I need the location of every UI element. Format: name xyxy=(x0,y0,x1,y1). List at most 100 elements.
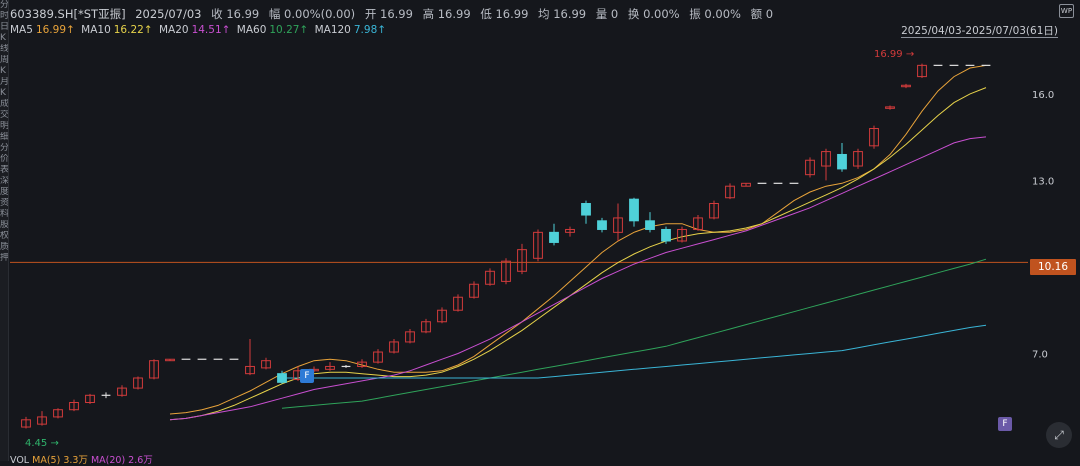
ma-line-ma10 xyxy=(169,87,987,421)
sidebar-glyph[interactable]: 日 xyxy=(0,22,8,32)
amplitude: 振 0.00% xyxy=(689,7,741,21)
sidebar-glyph[interactable]: 细 xyxy=(0,132,8,142)
ma-line-ma5 xyxy=(169,64,987,415)
sidebar-glyph[interactable]: 质 xyxy=(0,242,8,252)
ma60-value: 10.27↑ xyxy=(269,24,309,36)
candle-body xyxy=(837,153,847,170)
candle-body xyxy=(245,365,255,375)
volume: 量 0 xyxy=(595,7,619,21)
ma20-value: 14.51↑ xyxy=(191,24,231,36)
sidebar-glyph[interactable]: 深 xyxy=(0,176,8,186)
candle-body xyxy=(69,402,79,411)
candle-body xyxy=(869,128,879,147)
ma5-label: MA5 xyxy=(10,24,33,36)
candle-body xyxy=(501,260,511,282)
avg-price: 均 16.99 xyxy=(538,7,587,21)
sidebar-glyph[interactable]: 押 xyxy=(0,253,8,263)
candle-body xyxy=(517,249,527,272)
candle-body xyxy=(853,151,863,167)
current-price-tag: 10.16 xyxy=(1030,259,1076,275)
sidebar-glyph[interactable]: 时 xyxy=(0,11,8,21)
high-price: 高 16.99 xyxy=(422,7,471,21)
sidebar-glyph[interactable]: 交 xyxy=(0,110,8,120)
candle-body xyxy=(693,217,703,230)
candle-body xyxy=(85,394,95,404)
candle-body xyxy=(437,309,447,323)
candle-body xyxy=(885,106,895,109)
high-marker-label: 16.99 → xyxy=(874,49,915,60)
y-axis-tick-label: 7.0 xyxy=(1032,349,1048,360)
ma-legend: MA5 16.99↑ MA10 16.22↑ MA20 14.51↑ MA60 10.2… xyxy=(10,24,389,38)
candle-body xyxy=(357,361,367,367)
turnover: 换 0.00% xyxy=(627,7,680,21)
candle-body xyxy=(661,228,671,242)
candle-body xyxy=(805,159,815,176)
sidebar-glyph[interactable]: K xyxy=(0,33,6,43)
candle-body xyxy=(821,151,831,167)
candle-body xyxy=(725,185,735,199)
candle-body xyxy=(405,331,415,343)
ma60-label: MA60 xyxy=(236,24,267,36)
candle-body xyxy=(277,373,287,383)
sidebar-glyph[interactable]: 分 xyxy=(0,0,8,10)
ma20-label: MA20 xyxy=(158,24,189,36)
sidebar-glyph[interactable]: 度 xyxy=(0,187,8,197)
wp-icon[interactable]: WP xyxy=(1059,4,1074,18)
candle-body xyxy=(373,351,383,363)
candle-body xyxy=(21,419,31,428)
date-range-selector[interactable]: 2025/04/03-2025/07/03(61日) xyxy=(901,25,1058,38)
sidebar-glyph[interactable]: 权 xyxy=(0,231,8,241)
ma120-value: 7.98↑ xyxy=(353,24,387,36)
sidebar-glyph[interactable]: 周 xyxy=(0,55,8,65)
sidebar-glyph[interactable]: 资 xyxy=(0,198,8,208)
candle-body xyxy=(469,283,479,298)
sidebar-glyph[interactable]: 料 xyxy=(0,209,8,219)
sidebar-glyph[interactable]: 月 xyxy=(0,77,8,87)
y-axis-tick-label: 13.0 xyxy=(1032,176,1054,187)
ma10-label: MA10 xyxy=(81,24,111,36)
sidebar-glyph[interactable]: 成 xyxy=(0,99,8,109)
candle-body xyxy=(645,220,655,230)
candle-body xyxy=(709,203,719,219)
sidebar-glyph[interactable]: 明 xyxy=(0,121,8,131)
expand-icon[interactable]: ⤢ xyxy=(1046,422,1072,448)
candle-body xyxy=(149,360,159,379)
sidebar-glyph[interactable]: 表 xyxy=(0,165,8,175)
sidebar-glyph[interactable]: K xyxy=(0,66,6,76)
low-marker-label: 4.45 → xyxy=(25,438,59,449)
candle-body xyxy=(37,416,47,425)
stock-code: 603389.SH[*ST亚振] xyxy=(10,7,126,21)
candle-body xyxy=(533,231,543,259)
ma-line-ma120 xyxy=(282,324,987,379)
sidebar-glyph[interactable]: K xyxy=(0,88,6,98)
sidebar-glyph[interactable]: 价 xyxy=(0,154,8,164)
candle-body xyxy=(453,296,463,311)
f-event-badge[interactable]: F xyxy=(300,369,314,383)
candle-body xyxy=(613,217,623,233)
candle-body xyxy=(261,360,271,369)
f-event-badge-2[interactable]: F xyxy=(998,417,1012,431)
low-price: 低 16.99 xyxy=(480,7,529,21)
sidebar-glyph[interactable]: 股 xyxy=(0,220,8,230)
candle-body xyxy=(917,64,927,78)
candle-body xyxy=(565,228,575,233)
candle-body xyxy=(677,228,687,242)
candle-body xyxy=(549,231,559,243)
candle-body xyxy=(389,341,399,353)
open-price: 开 16.99 xyxy=(364,7,413,21)
close-price: 收 16.99 xyxy=(211,7,260,21)
sidebar-glyph[interactable]: 线 xyxy=(0,44,8,54)
candle-body xyxy=(629,198,639,222)
candle-body xyxy=(485,270,495,285)
candle-body xyxy=(901,84,911,88)
ma10-value: 16.22↑ xyxy=(113,24,153,36)
ma5-value: 16.99↑ xyxy=(35,24,75,36)
ma-line-ma20 xyxy=(169,136,987,421)
candle-body xyxy=(117,387,127,396)
y-axis-tick-label: 16.0 xyxy=(1032,90,1054,101)
candle-body xyxy=(421,321,431,333)
sidebar-glyph[interactable]: 分 xyxy=(0,143,8,153)
quote-header: 603389.SH[*ST亚振] 2025/07/03 收 16.99 幅 0.… xyxy=(10,6,779,22)
